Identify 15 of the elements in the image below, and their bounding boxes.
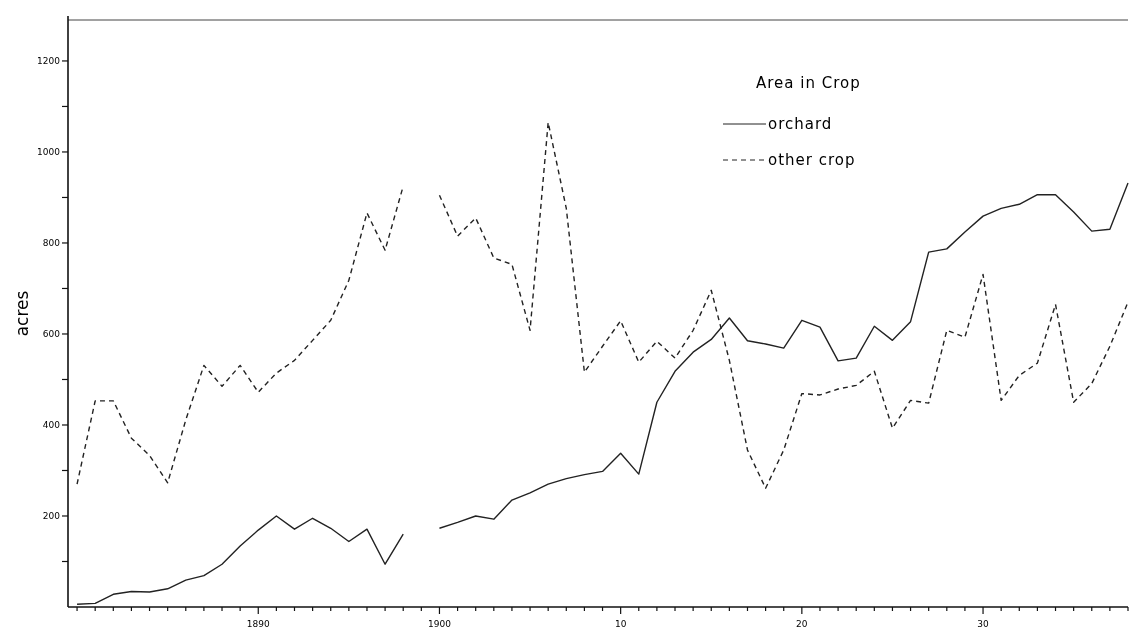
y-tick-label: 1200	[37, 56, 61, 67]
y-tick-label: 200	[42, 511, 61, 522]
x-tick-label: 20	[796, 619, 808, 629]
legend-title: Area in Crop	[756, 74, 861, 92]
x-tick-label: 10	[614, 619, 627, 629]
x-tick-label: 1900	[428, 619, 452, 629]
y-tick-label: 800	[42, 238, 61, 249]
x-tick-label: 30	[977, 619, 990, 629]
legend-label: other crop	[768, 151, 856, 170]
y-tick-label: 400	[42, 420, 61, 431]
legend-label: orchard	[768, 115, 833, 134]
y-axis-title: acres	[12, 290, 32, 337]
y-tick-label: 1000	[37, 147, 61, 158]
x-tick-label: 1890	[246, 619, 270, 629]
y-tick-label: 600	[42, 329, 61, 340]
